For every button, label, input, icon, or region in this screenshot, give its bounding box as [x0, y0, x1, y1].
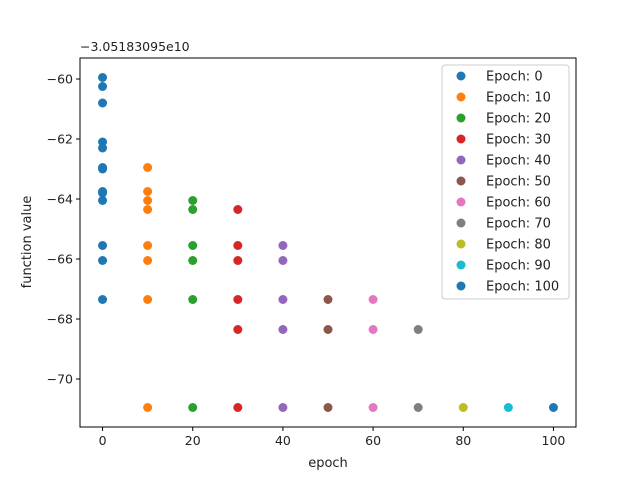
data-point [143, 205, 153, 214]
data-point [98, 143, 108, 153]
legend-label: Epoch: 0 [486, 70, 543, 85]
y-offset-text: −3.05183095e10 [80, 39, 190, 54]
data-point [188, 295, 198, 304]
y-tick-label: −62 [47, 132, 73, 147]
legend-box [441, 64, 570, 300]
data-point [98, 256, 108, 265]
data-point [278, 325, 288, 334]
data-point [188, 241, 198, 250]
data-point [233, 241, 243, 250]
data-point [143, 256, 153, 265]
data-point [413, 325, 423, 334]
data-point [278, 403, 288, 412]
y-tick-label: −70 [47, 372, 73, 387]
legend-label: Epoch: 80 [486, 238, 551, 253]
data-point [98, 164, 108, 174]
x-tick-label: 0 [99, 433, 107, 448]
data-point [413, 403, 423, 412]
y-axis-label: function value [20, 196, 35, 289]
legend: Epoch: 0 Epoch: 10 Epoch: 20 Epoch: 30 Epoch… [441, 64, 570, 300]
data-point [98, 73, 108, 82]
data-point [368, 403, 378, 412]
legend-label: Epoch: 30 [486, 133, 551, 148]
data-point [98, 82, 108, 91]
x-axis-label: epoch [308, 456, 348, 471]
x-tick-label: 20 [185, 433, 201, 448]
data-point [233, 403, 243, 412]
x-axis-ticks: 0 20 40 60 80 100 [99, 427, 566, 448]
x-tick-label: 40 [275, 433, 291, 448]
y-tick-label: −68 [47, 312, 73, 327]
y-tick-label: −66 [47, 252, 73, 267]
data-point [143, 187, 153, 196]
data-point [458, 403, 468, 412]
data-point [188, 256, 198, 265]
data-point [233, 205, 243, 214]
x-tick-label: 60 [365, 433, 381, 448]
legend-label: Epoch: 60 [486, 196, 551, 211]
data-point [98, 98, 108, 108]
legend-marker [456, 134, 466, 144]
y-axis-ticks: −70 −68 −66 −64 −62 −60 [47, 72, 80, 387]
data-point [188, 403, 198, 412]
data-point [233, 295, 243, 304]
x-tick-label: 80 [455, 433, 471, 448]
data-points [98, 73, 558, 412]
data-point [98, 196, 108, 205]
legend-marker [456, 92, 466, 102]
data-point [98, 241, 108, 250]
data-point [368, 295, 378, 304]
legend-marker [456, 176, 466, 186]
legend-marker [456, 218, 466, 228]
legend-label: Epoch: 40 [486, 154, 551, 169]
data-point [143, 295, 153, 304]
data-point [503, 403, 513, 412]
data-point [323, 325, 333, 334]
data-point [278, 241, 288, 250]
y-tick-label: −60 [47, 72, 73, 87]
data-point [323, 403, 333, 412]
legend-label: Epoch: 50 [486, 175, 551, 190]
data-point [98, 295, 108, 304]
data-point [143, 403, 153, 412]
legend-marker [456, 260, 466, 270]
data-point [368, 325, 378, 334]
data-point [278, 295, 288, 304]
data-point [188, 205, 198, 214]
legend-label: Epoch: 20 [486, 112, 551, 127]
data-point [98, 188, 108, 198]
legend-label: Epoch: 10 [486, 91, 551, 106]
plot-frame [79, 57, 577, 428]
data-point [188, 196, 198, 205]
legend-marker [456, 281, 466, 291]
legend-marker [456, 71, 466, 81]
legend-marker [456, 239, 466, 249]
data-point [278, 256, 288, 265]
data-point [548, 403, 558, 412]
data-point [143, 163, 153, 172]
legend-marker [456, 155, 466, 165]
legend-label: Epoch: 70 [486, 217, 551, 232]
data-point [233, 325, 243, 334]
legend-marker [456, 197, 466, 207]
y-tick-label: −64 [47, 192, 73, 207]
data-point [143, 241, 153, 250]
legend-marker [456, 113, 466, 123]
data-point [233, 256, 243, 265]
data-point [323, 295, 333, 304]
x-tick-label: 100 [542, 433, 566, 448]
legend-label: Epoch: 100 [486, 280, 559, 295]
data-point [143, 196, 153, 205]
legend-label: Epoch: 90 [486, 259, 551, 274]
